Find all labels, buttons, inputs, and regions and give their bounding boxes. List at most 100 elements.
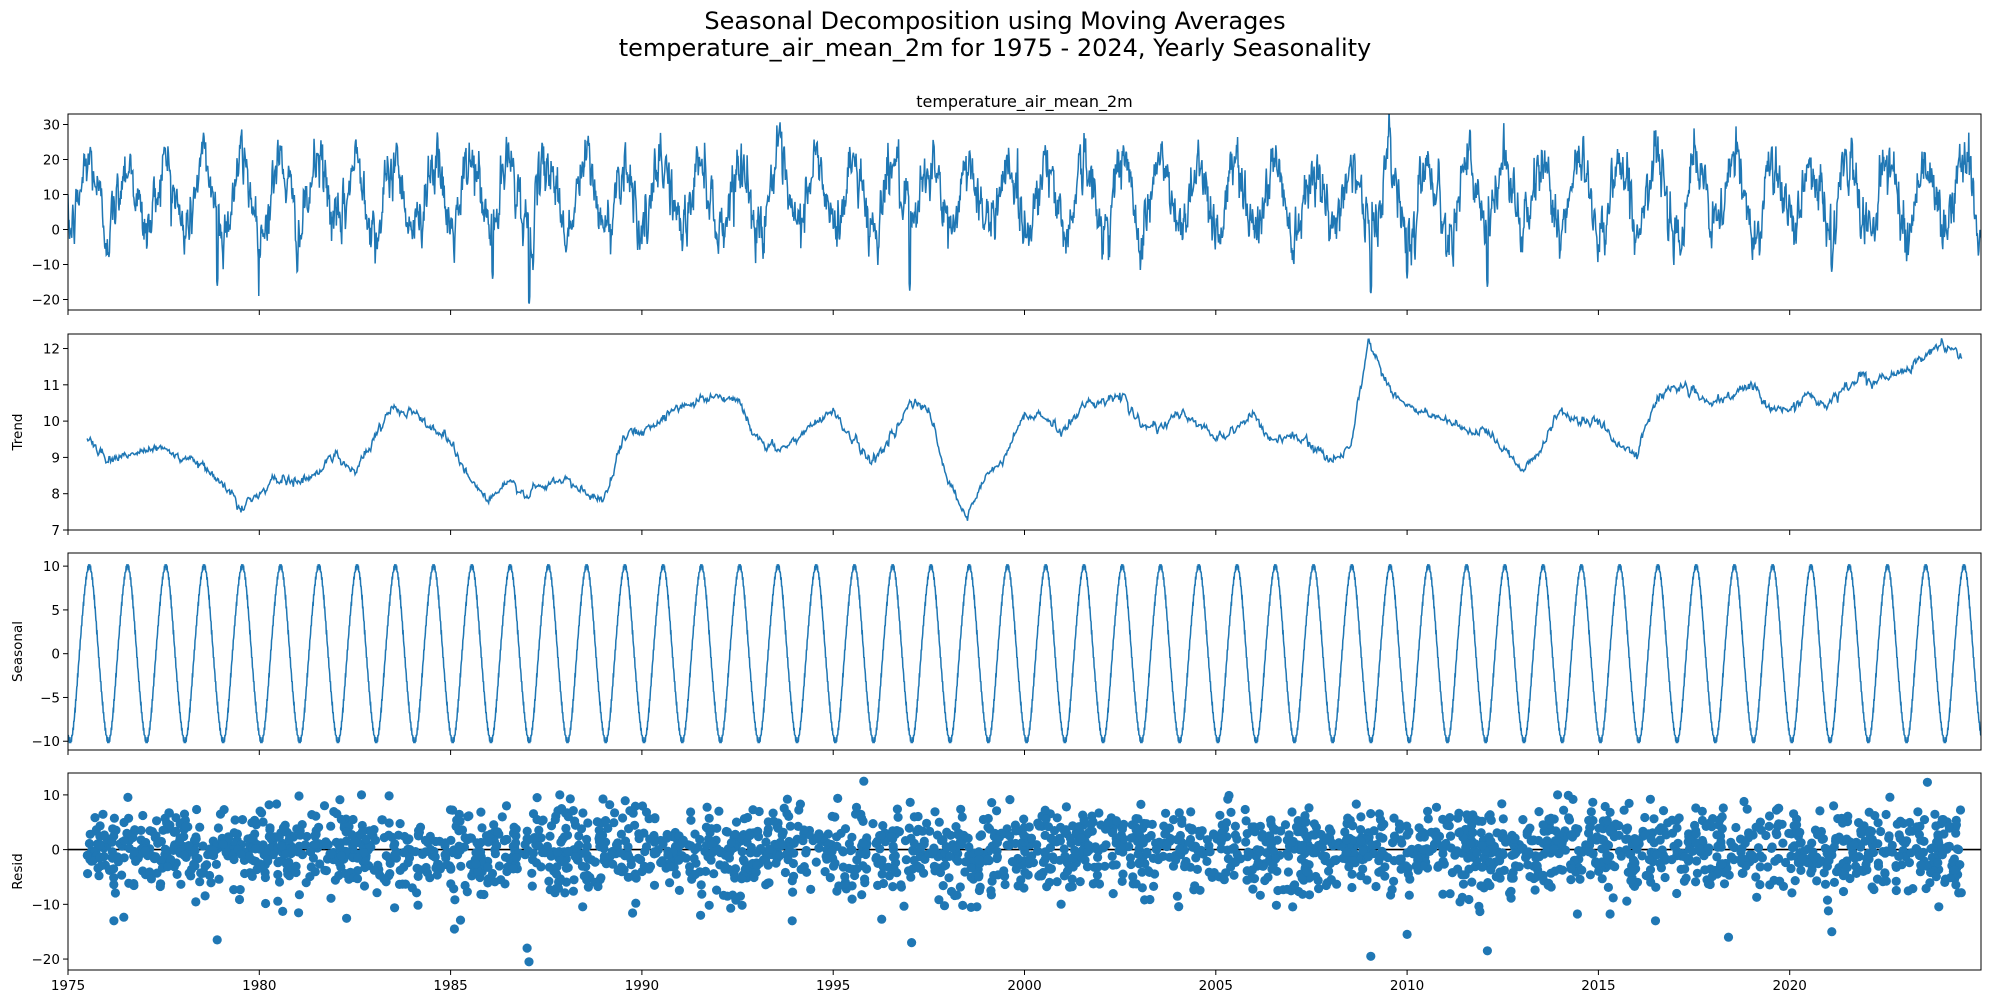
resid-point xyxy=(273,869,283,880)
resid-point xyxy=(578,808,588,818)
resid-point xyxy=(1650,916,1661,926)
x-tick-label: 2020 xyxy=(1773,978,1807,994)
resid-point xyxy=(1193,845,1203,856)
resid-point xyxy=(1546,882,1556,892)
resid-point xyxy=(1931,872,1941,882)
resid-point xyxy=(1059,844,1069,854)
resid-point xyxy=(974,885,985,896)
resid-point xyxy=(955,882,965,892)
y-axis-label-trend: Trend xyxy=(10,414,26,452)
resid-point xyxy=(939,901,950,911)
resid-point xyxy=(462,887,472,897)
resid-point xyxy=(918,826,928,836)
resid-point xyxy=(1755,817,1765,827)
resid-point xyxy=(553,847,563,857)
resid-point xyxy=(1394,854,1405,864)
resid-point xyxy=(1870,811,1880,821)
resid-point xyxy=(893,812,903,822)
resid-point xyxy=(598,794,608,804)
resid-point xyxy=(1610,862,1620,872)
resid-point xyxy=(1217,834,1227,844)
resid-point xyxy=(131,856,141,867)
resid-point xyxy=(1712,852,1722,862)
resid-point xyxy=(109,916,119,926)
resid-point xyxy=(109,873,119,883)
resid-point xyxy=(1912,822,1922,832)
resid-outlier-point xyxy=(1366,951,1376,961)
resid-point xyxy=(840,879,850,889)
resid-point xyxy=(976,830,987,840)
resid-point xyxy=(110,888,120,898)
resid-point xyxy=(361,834,371,844)
resid-point xyxy=(999,866,1009,876)
resid-point xyxy=(730,873,740,883)
x-tick-label: 2005 xyxy=(1199,978,1233,994)
resid-point xyxy=(830,812,840,822)
resid-point xyxy=(763,860,773,870)
resid-point xyxy=(1266,815,1276,825)
resid-point xyxy=(1447,868,1457,878)
resid-point xyxy=(189,859,199,869)
resid-point xyxy=(1243,847,1253,857)
resid-point xyxy=(1837,813,1847,823)
resid-point xyxy=(1755,862,1765,872)
resid-point xyxy=(1423,814,1433,824)
resid-point xyxy=(473,866,483,877)
resid-point xyxy=(1736,854,1746,865)
resid-point xyxy=(1005,831,1015,841)
resid-point xyxy=(777,840,788,851)
resid-point xyxy=(156,836,166,847)
resid-point xyxy=(1952,844,1962,854)
resid-point xyxy=(395,865,405,876)
resid-point xyxy=(247,818,257,828)
x-tick-label: 1975 xyxy=(51,978,85,994)
resid-point xyxy=(1553,790,1563,800)
resid-point xyxy=(332,809,342,819)
resid-point xyxy=(291,861,301,871)
resid-point xyxy=(749,872,759,883)
resid-point xyxy=(1084,840,1094,851)
resid-point xyxy=(1268,860,1278,870)
resid-point xyxy=(109,813,119,823)
resid-point xyxy=(412,888,422,898)
resid-point xyxy=(1255,890,1265,900)
resid-point xyxy=(455,915,466,925)
resid-point xyxy=(1812,876,1822,886)
resid-point xyxy=(1061,825,1071,835)
resid-point xyxy=(737,847,747,857)
resid-point xyxy=(1317,851,1328,861)
resid-point xyxy=(634,829,644,839)
resid-point xyxy=(1340,827,1350,837)
resid-point xyxy=(1283,851,1294,861)
resid-point xyxy=(96,860,106,871)
resid-point xyxy=(1230,857,1241,868)
resid-point xyxy=(335,844,345,854)
resid-point xyxy=(250,844,261,854)
resid-point xyxy=(1850,853,1860,863)
resid-point xyxy=(1367,840,1377,850)
resid-point xyxy=(697,889,707,899)
resid-point xyxy=(737,900,747,910)
resid-point xyxy=(1374,867,1384,877)
resid-point xyxy=(1585,870,1595,880)
resid-point xyxy=(1464,864,1474,874)
resid-point xyxy=(812,833,822,843)
resid-point xyxy=(1040,847,1050,857)
resid-point xyxy=(1559,805,1569,815)
resid-point xyxy=(718,890,729,900)
resid-point xyxy=(1937,843,1947,853)
resid-point xyxy=(888,844,899,855)
resid-point xyxy=(489,820,499,830)
resid-point xyxy=(1291,822,1302,832)
resid-point xyxy=(501,801,512,811)
resid-point xyxy=(877,914,887,924)
resid-point xyxy=(713,846,723,856)
resid-point xyxy=(1257,832,1267,842)
resid-point xyxy=(1332,879,1342,889)
resid-point xyxy=(787,916,797,926)
y-tick-label-resid: −20 xyxy=(32,952,61,968)
resid-point xyxy=(1637,851,1647,861)
resid-point xyxy=(1131,879,1141,889)
resid-point xyxy=(476,889,486,900)
